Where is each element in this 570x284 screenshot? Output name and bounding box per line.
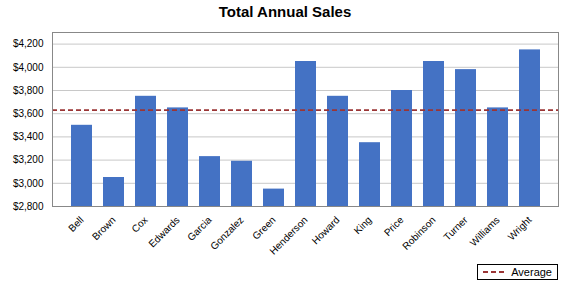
svg-text:$3,800: $3,800 <box>13 85 44 96</box>
svg-text:Henderson: Henderson <box>267 214 309 256</box>
svg-text:Edwards: Edwards <box>146 214 181 249</box>
svg-text:$3,000: $3,000 <box>13 178 44 189</box>
svg-text:King: King <box>352 214 374 236</box>
svg-text:Howard: Howard <box>310 214 342 246</box>
svg-text:Williams: Williams <box>468 214 502 248</box>
svg-text:Garcia: Garcia <box>185 214 214 243</box>
svg-text:Price: Price <box>382 214 406 238</box>
svg-text:$4,200: $4,200 <box>13 38 44 49</box>
svg-text:$3,200: $3,200 <box>13 154 44 165</box>
html-text:Average: Average <box>511 266 552 278</box>
svg-text:Brown: Brown <box>90 214 118 242</box>
svg-text:Cox: Cox <box>129 214 149 234</box>
html-text:Total Annual Sales: Total Annual Sales <box>218 3 352 20</box>
svg-text:Robinson: Robinson <box>400 214 438 252</box>
svg-text:Green: Green <box>250 214 277 241</box>
svg-text:$3,400: $3,400 <box>13 131 44 142</box>
svg-text:$2,800: $2,800 <box>13 201 44 212</box>
svg-text:$3,600: $3,600 <box>13 108 44 119</box>
svg-text:Wright: Wright <box>506 214 534 242</box>
svg-text:Turner: Turner <box>441 214 470 243</box>
svg-text:$4,000: $4,000 <box>13 62 44 73</box>
svg-text:Gonzalez: Gonzalez <box>208 214 246 252</box>
svg-text:Bell: Bell <box>66 214 86 234</box>
